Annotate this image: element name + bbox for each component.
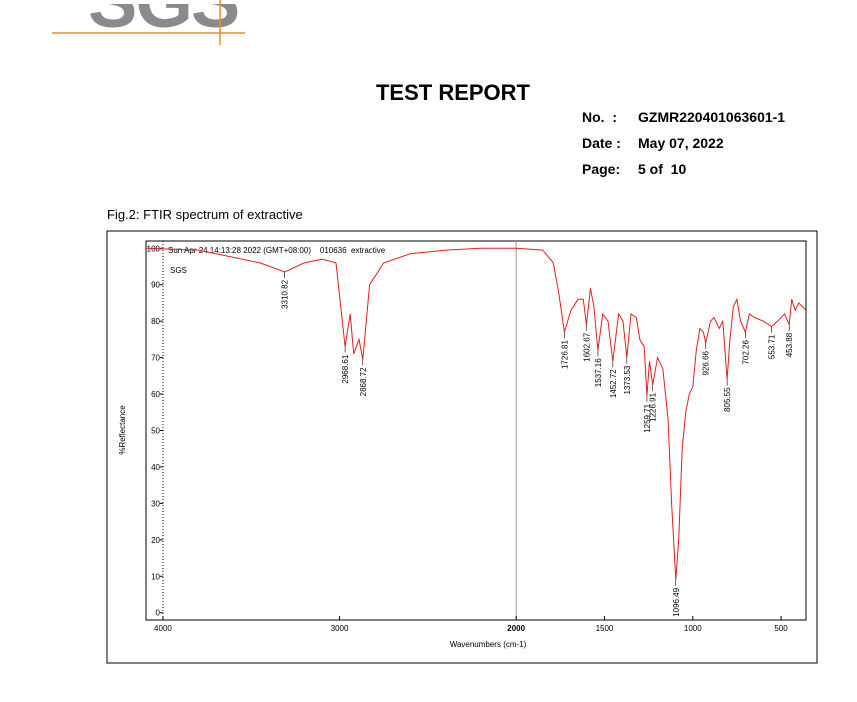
x-axis-label: Wavenumbers (cm-1) xyxy=(450,640,527,649)
x-tick-label: 2000 xyxy=(507,624,525,633)
peak-label: 702.26 xyxy=(741,340,750,365)
chart-note: Sun Apr 24 14:13:28 2022 (GMT+08:00) 010… xyxy=(168,246,386,255)
chart-inner-label: SGS xyxy=(170,266,187,275)
plot-frame xyxy=(145,240,807,621)
peak-label: 1373.53 xyxy=(623,365,632,394)
y-tick-label: 20 xyxy=(151,536,160,545)
peak-label: 2868.72 xyxy=(359,367,368,396)
peak-label: 1226.91 xyxy=(649,392,658,421)
peak-label: 1602.67 xyxy=(582,332,591,361)
peak-label: 2968.61 xyxy=(341,354,350,383)
field-label: Date : xyxy=(582,135,621,151)
peak-label: 1096.49 xyxy=(672,587,681,616)
field-value: 5 of 10 xyxy=(638,161,686,177)
y-tick-label: 0 xyxy=(156,609,161,618)
field-value: May 07, 2022 xyxy=(638,135,724,151)
logo-crop xyxy=(0,0,857,4)
y-tick-label: 40 xyxy=(151,463,160,472)
y-tick-label: 80 xyxy=(151,317,160,326)
peak-label: 1259.71 xyxy=(643,403,652,432)
field-label: Page: xyxy=(582,161,620,177)
y-tick-label: 10 xyxy=(151,572,160,581)
peak-label: 553.71 xyxy=(768,334,777,359)
peak-label: 1452.72 xyxy=(609,369,618,398)
y-tick-label: 70 xyxy=(151,354,160,363)
peak-label: 3310.82 xyxy=(281,279,290,308)
y-tick-label: 90 xyxy=(151,281,160,290)
field-label: No. : xyxy=(582,109,617,125)
x-tick-label: 4000 xyxy=(154,624,172,633)
peak-label: 453.88 xyxy=(785,332,794,357)
peak-label: 1726.81 xyxy=(560,340,569,369)
logo: SGS xyxy=(88,0,238,43)
x-tick-label: 500 xyxy=(774,624,788,633)
figure-frame xyxy=(106,230,818,664)
x-tick-label: 1000 xyxy=(684,624,702,633)
figure-caption: Fig.2: FTIR spectrum of extractive xyxy=(107,207,303,222)
y-tick-label: 30 xyxy=(151,499,160,508)
x-tick-label: 3000 xyxy=(331,624,349,633)
spectrum-line xyxy=(145,247,807,580)
x-tick-label: 1500 xyxy=(596,624,614,633)
y-axis-label: %Reflectance xyxy=(118,405,127,455)
peak-label: 1537.16 xyxy=(594,358,603,387)
peak-label: 926.66 xyxy=(702,350,711,375)
field-value: GZMR220401063601-1 xyxy=(638,109,785,125)
peak-label: 805.55 xyxy=(723,387,732,412)
report-title: TEST REPORT xyxy=(376,80,531,105)
y-tick-label: 60 xyxy=(151,390,160,399)
y-tick-label: 50 xyxy=(151,427,160,436)
